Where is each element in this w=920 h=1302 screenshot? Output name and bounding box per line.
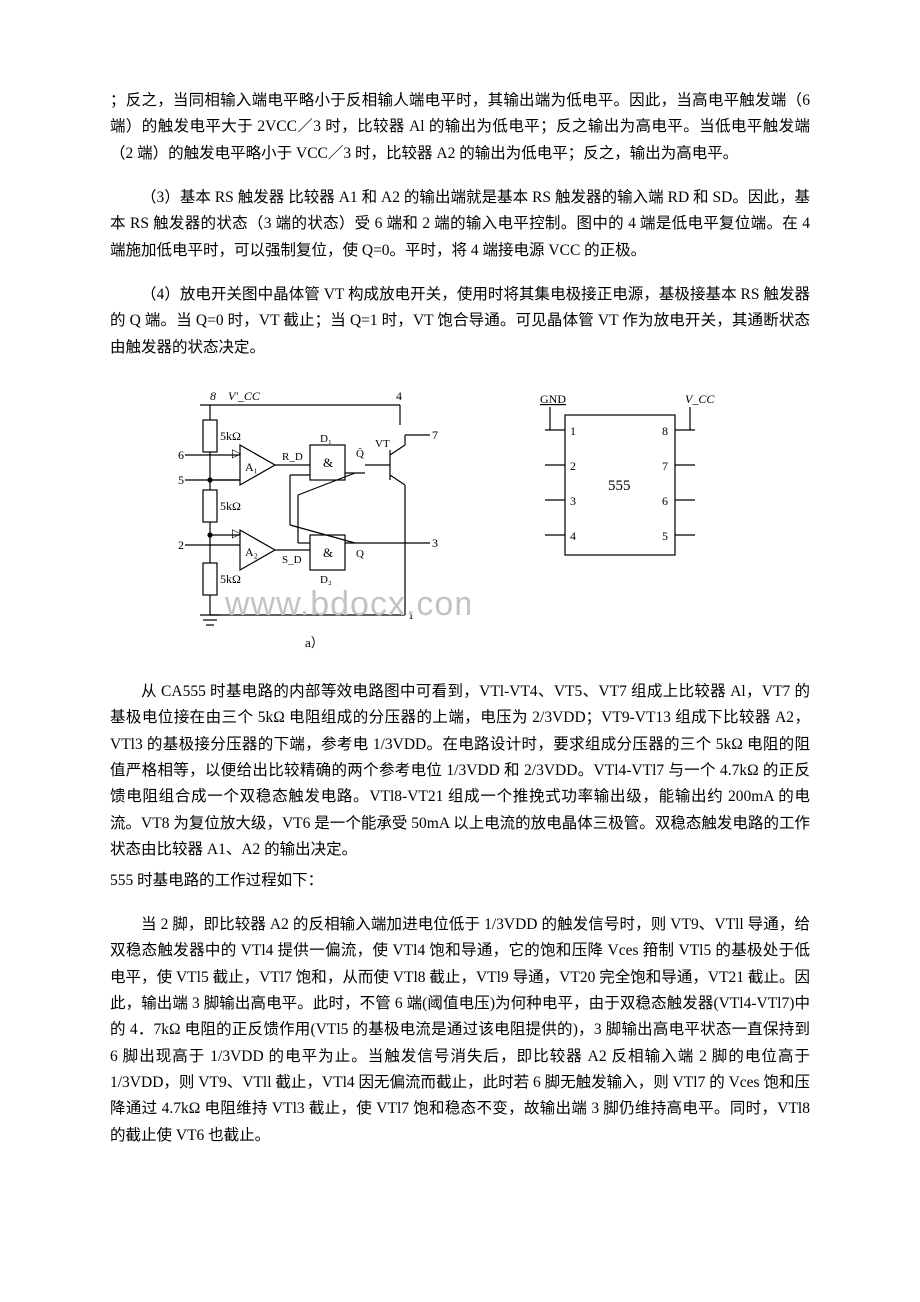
svg-text:4: 4 [396,389,402,403]
svg-text:5kΩ: 5kΩ [220,499,241,513]
svg-text:VT: VT [375,438,390,450]
svg-text:3: 3 [570,494,576,508]
svg-text:▷: ▷ [232,526,242,540]
svg-text:8: 8 [210,389,216,403]
svg-text:&: & [323,455,333,470]
svg-text:3: 3 [432,536,438,550]
svg-text:D₁: D₁ [320,433,332,445]
svg-text:555: 555 [608,478,631,494]
svg-text:Q: Q [356,548,364,560]
svg-text:Q̄: Q̄ [356,448,364,460]
paragraph-4: 从 CA555 时基电路的内部等效电路图中可看到，VTl-VT4、VT5、VT7… [110,679,810,863]
chip-pinout-svg: GND V_CC 555 1 2 3 4 8 7 6 5 [510,385,730,585]
paragraph-5: 555 时基电路的工作过程如下： [110,868,810,894]
svg-text:▷: ▷ [232,446,242,460]
svg-text:a）: a） [305,635,324,650]
svg-text:A₁: A₁ [245,460,258,474]
svg-text:2: 2 [178,538,184,552]
svg-text:&: & [323,545,333,560]
paragraph-6: 当 2 脚，即比较器 A2 的反相输入端加进电位低于 1/3VDD 的触发信号时… [110,912,810,1149]
svg-text:V'_CC: V'_CC [228,389,261,403]
svg-text:1: 1 [570,424,576,438]
svg-text:www.bdocx.com: www.bdocx.com [224,585,470,623]
paragraph-3: （4）放电开关图中晶体管 VT 构成放电开关，使用时将其集电极接正电源，基极接基… [110,282,810,361]
svg-text:8: 8 [662,424,668,438]
svg-text:GND: GND [540,392,566,406]
svg-text:2: 2 [570,459,576,473]
svg-text:V_CC: V_CC [685,392,715,406]
svg-text:R_D: R_D [282,451,303,463]
svg-text:5kΩ: 5kΩ [220,429,241,443]
svg-text:S_D: S_D [282,554,302,566]
svg-text:5: 5 [178,473,184,487]
svg-text:4: 4 [570,529,576,543]
svg-text:6: 6 [178,448,184,462]
circuit-diagram: 8 V'_CC 4 5kΩ 5kΩ 5kΩ 6 5 [170,385,810,655]
svg-text:7: 7 [662,459,668,473]
svg-text:5kΩ: 5kΩ [220,572,241,586]
paragraph-2: （3）基本 RS 触发器 比较器 A1 和 A2 的输出端就是基本 RS 触发器… [110,185,810,264]
svg-text:6: 6 [662,494,668,508]
svg-text:7: 7 [432,428,438,442]
internal-circuit-svg: 8 V'_CC 4 5kΩ 5kΩ 5kΩ 6 5 [170,385,470,655]
paragraph-1: ；反之，当同相输入端电平略小于反相输人端电平时，其输出端为低电平。因此，当高电平… [110,88,810,167]
svg-text:A₂: A₂ [245,545,258,559]
svg-text:5: 5 [662,529,668,543]
